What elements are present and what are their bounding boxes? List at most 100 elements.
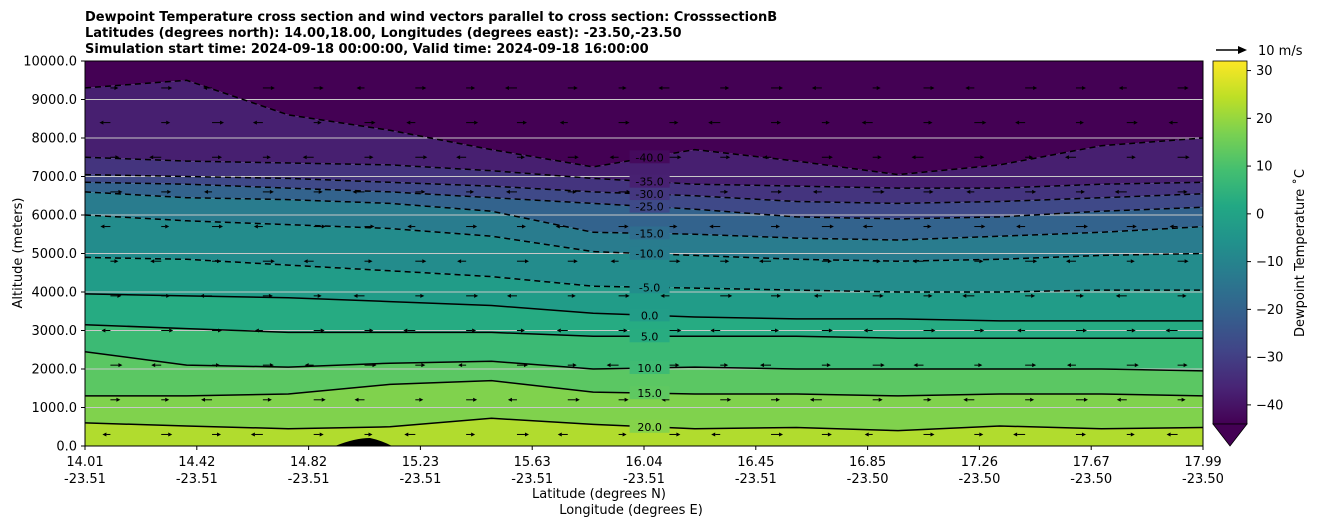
wind-vector-head (1134, 363, 1139, 368)
wind-vector-head (726, 155, 731, 160)
wind-vector-head (423, 155, 428, 160)
wind-vector-head (979, 259, 984, 264)
wind-vector-head (204, 189, 209, 194)
wind-vector-head (474, 293, 479, 298)
wind-vector-head (1114, 189, 1119, 194)
wind-vector-head (354, 397, 359, 402)
wind-vector-head (709, 224, 714, 229)
wind-vector-head (254, 328, 259, 333)
wind-vector-head (623, 328, 628, 333)
wind-vector-head (253, 224, 258, 229)
wind-vector-head (218, 328, 223, 333)
wind-vector-head (927, 224, 932, 229)
wind-vector-head (962, 293, 967, 298)
wind-vector-head (201, 397, 206, 402)
wind-vector-head (101, 328, 106, 333)
wind-vector-head (422, 259, 427, 264)
x-axis-label-latitude: Latitude (degrees N) (532, 487, 666, 502)
wind-vector-head (520, 328, 525, 333)
y-tick-label: 10000.0 (23, 55, 77, 70)
quiver-key-arrowhead (1238, 46, 1247, 54)
wind-vector-head (370, 224, 375, 229)
wind-vector-head (829, 224, 834, 229)
x-tick-label-lat: 17.99 (1184, 455, 1221, 470)
wind-vector-head (218, 155, 223, 160)
wind-vector-head (606, 363, 611, 368)
wind-vector-head (220, 120, 225, 125)
wind-vector-head (658, 85, 663, 90)
wind-vector-head (911, 155, 916, 160)
wind-vector-head (524, 432, 529, 437)
wind-vector-head (403, 328, 408, 333)
wind-vector-head (777, 293, 782, 298)
wind-vector-head (555, 224, 560, 229)
wind-vector-head (575, 397, 580, 402)
wind-vector-head (1015, 120, 1020, 125)
wind-vector-head (674, 120, 679, 125)
wind-vector-head (352, 189, 357, 194)
contour-label-bg (629, 226, 670, 240)
wind-vector-head (626, 189, 631, 194)
x-tick-label-lat: 16.45 (737, 455, 774, 470)
wind-vector-head (928, 120, 933, 125)
wind-vector-head (877, 155, 882, 160)
wind-vector-head (168, 85, 173, 90)
y-tick-label: 0.0 (56, 440, 77, 455)
wind-vector-head (506, 293, 511, 298)
wind-vector-head (474, 120, 479, 125)
y-tick-label: 8000.0 (32, 132, 78, 147)
wind-vector-head (825, 120, 830, 125)
wind-vector-head (472, 328, 477, 333)
x-tick-label-lon: -23.50 (1182, 472, 1224, 487)
x-tick-label-lat: 16.04 (625, 455, 662, 470)
wind-vector-head (677, 155, 682, 160)
wind-vector-head (931, 328, 936, 333)
contour-line (85, 173, 1203, 205)
y-axis-label: Altitude (meters) (11, 198, 26, 309)
contour-line (85, 256, 1203, 293)
contour-label-bg (629, 308, 670, 322)
wind-vector-head (759, 259, 764, 264)
wind-vector-head (880, 363, 885, 368)
wind-vector-head (372, 363, 377, 368)
wind-vector-head (422, 85, 427, 90)
wind-vector-head (317, 120, 322, 125)
contour-label-bg (629, 174, 670, 188)
wind-vector-head (708, 120, 713, 125)
wind-vector-head (524, 259, 529, 264)
wind-vector-head (520, 155, 525, 160)
wind-vector-head (1033, 85, 1038, 90)
wind-vector-head (929, 189, 934, 194)
wind-vector-head (675, 363, 680, 368)
colorbar-tick-label: −10 (1256, 255, 1283, 270)
contour-labels: 20.0 15.0 10.0 5.0 0.0 -5.0 -10.0 -15.0 -25.0-30… (629, 150, 670, 434)
wind-vector-head (421, 189, 426, 194)
wind-vector-head (811, 85, 816, 90)
fill-band-5.0-to-10.0 (85, 324, 1203, 371)
wind-vector-head (169, 328, 174, 333)
wind-vector-head (1165, 328, 1170, 333)
contour-label-bg (629, 419, 670, 433)
wind-vector-head (217, 432, 222, 437)
wind-vector-head (1083, 397, 1088, 402)
y-tick-label: 2000.0 (32, 363, 78, 378)
wind-vector-head (1130, 432, 1135, 437)
wind-vector-head (622, 85, 627, 90)
wind-vector-head (317, 293, 322, 298)
wind-vector-head (779, 432, 784, 437)
wind-vector-head (1016, 224, 1021, 229)
wind-vector-head (1182, 293, 1187, 298)
colorbar-tick-label: 10 (1256, 160, 1273, 175)
wind-vector-head (421, 363, 426, 368)
contour-label: -40.0 (635, 151, 663, 164)
wind-vector-head (266, 155, 271, 160)
wind-vector-head (965, 85, 970, 90)
x-tick-label-lat: 15.23 (402, 455, 439, 470)
wind-vector-head (369, 328, 374, 333)
wind-vector-head (610, 259, 615, 264)
wind-vector-head (353, 293, 358, 298)
wind-vector-head (862, 224, 867, 229)
wind-vector-head (356, 85, 361, 90)
x-tick-label-lat: 14.82 (290, 455, 327, 470)
wind-vector-head (1185, 155, 1190, 160)
